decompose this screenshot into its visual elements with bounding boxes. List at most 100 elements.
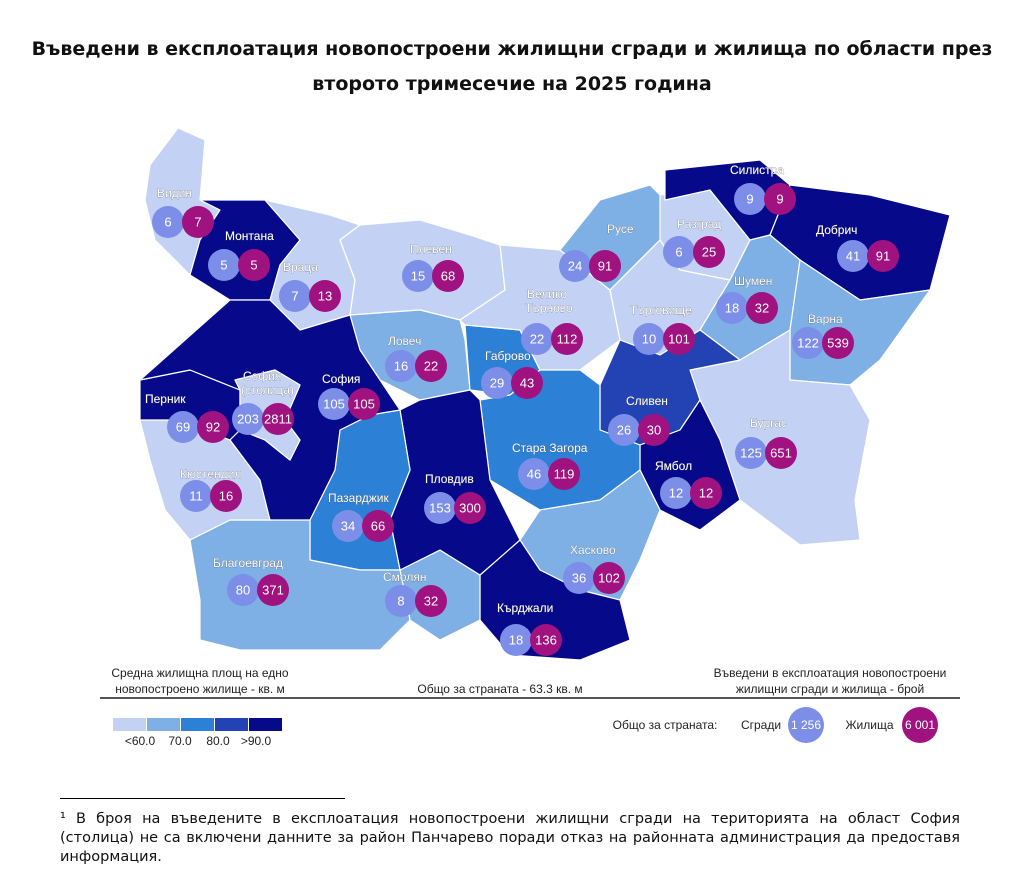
scale-swatch-gt90 [249, 718, 282, 731]
dwellings-count: 91 [598, 259, 612, 274]
dwellings-count: 651 [770, 446, 792, 461]
dwellings-circle [822, 327, 854, 359]
buildings-count: 36 [572, 571, 586, 586]
count-legend-title-line2: жилищни сгради и жилища - брой [735, 682, 925, 696]
buildings-count: 34 [341, 519, 355, 534]
dwellings-count: 22 [424, 359, 438, 374]
dwellings-count: 371 [262, 583, 284, 598]
scale-label: <60.0 [124, 734, 156, 748]
buildings-circle [232, 403, 264, 435]
buildings-count: 153 [429, 501, 451, 516]
dwellings-count: 7 [194, 215, 201, 230]
dwellings-circle [638, 414, 670, 446]
buildings-circle [167, 411, 199, 443]
buildings-count: 7 [291, 289, 298, 304]
buildings-circle [279, 280, 311, 312]
scale-label: >90.0 [240, 734, 272, 748]
dwellings-circle [511, 367, 543, 399]
buildings-count: 125 [740, 446, 762, 461]
scale-swatch-c70 [147, 718, 180, 731]
buildings-count: 80 [236, 583, 250, 598]
buildings-circle [227, 574, 259, 606]
buildings-circle [318, 388, 350, 420]
buildings-count: 105 [323, 397, 345, 412]
region-label: Кюстендил [180, 467, 241, 481]
buildings-count: 18 [509, 633, 523, 648]
dwellings-circle [454, 492, 486, 524]
buildings-count: 26 [617, 423, 631, 438]
region-label: Сливен [626, 394, 668, 408]
buildings-circle [208, 249, 240, 281]
legend-divider [100, 697, 960, 699]
region-label: Благоевград [213, 556, 283, 570]
buildings-count: 203 [237, 412, 259, 427]
region-label: Стара Загора [512, 441, 588, 455]
buildings-circle [608, 414, 640, 446]
dwellings-circle [432, 260, 464, 292]
area-legend-title-line1: Средна жилищна площ на едно [111, 666, 289, 680]
region-label: Враца [283, 260, 318, 274]
dwellings-count: 32 [424, 594, 438, 609]
dwellings-count: 16 [219, 489, 233, 504]
region-label: Добрич [816, 223, 857, 237]
buildings-circle [481, 367, 513, 399]
region-label: Търговище [630, 303, 692, 317]
dwellings-label: Жилища [845, 718, 894, 732]
dwellings-circle [551, 323, 583, 355]
buildings-circle [734, 183, 766, 215]
dwellings-count: 91 [876, 249, 890, 264]
buildings-circle [518, 458, 550, 490]
buildings-circle [663, 236, 695, 268]
scale-label: 80.0 [206, 734, 230, 748]
dwellings-circle [589, 250, 621, 282]
dwellings-circle [548, 458, 580, 490]
buildings-count: 6 [675, 245, 682, 260]
region-label: Разград [677, 217, 721, 231]
buildings-circle [500, 624, 532, 656]
dwellings-circle [746, 292, 778, 324]
dwellings-count: 102 [598, 571, 620, 586]
region-label: Шумен [734, 274, 772, 288]
buildings-circle [332, 510, 364, 542]
dwellings-count: 136 [535, 633, 557, 648]
dwellings-count: 13 [318, 289, 332, 304]
region-label: Перник [145, 392, 186, 406]
buildings-circle [424, 492, 456, 524]
national-average-area: Общо за страната - 63.3 кв. м [417, 682, 583, 696]
dwellings-count: 300 [459, 501, 481, 516]
buildings-circle [402, 260, 434, 292]
dwellings-circle [262, 403, 294, 435]
buildings-count: 41 [846, 249, 860, 264]
dwellings-circle [415, 585, 447, 617]
buildings-label: Сгради [740, 718, 782, 732]
buildings-circle [837, 240, 869, 272]
map-title: Въведени в експлоатация новопостроени жи… [31, 38, 993, 95]
dwellings-circle [348, 388, 380, 420]
dwellings-circle [362, 510, 394, 542]
buildings-count: 29 [490, 376, 504, 391]
dwellings-count: 92 [206, 420, 220, 435]
dwellings-circle [257, 574, 289, 606]
dwellings-circle [593, 562, 625, 594]
region-label: Смолян [383, 570, 426, 584]
buildings-count: 69 [176, 420, 190, 435]
dwellings-count: 68 [441, 269, 455, 284]
buildings-total-circle: 1 256 [788, 707, 824, 743]
dwellings-circle [210, 480, 242, 512]
buildings-circle [559, 250, 591, 282]
dwellings-count: 101 [668, 332, 690, 347]
dwellings-circle [867, 240, 899, 272]
buildings-count: 10 [642, 332, 656, 347]
region-label: Силистра [730, 163, 784, 177]
region-label: Пазарджик [328, 491, 389, 505]
dwellings-count: 66 [371, 519, 385, 534]
scale-label: 70.0 [168, 734, 192, 748]
region-label: Бургас [750, 416, 787, 430]
dwellings-circle [415, 350, 447, 382]
dwellings-count: 43 [520, 376, 534, 391]
buildings-circle [385, 585, 417, 617]
region-label: Ловеч [388, 334, 421, 348]
region-label: Велико Търново [525, 287, 573, 315]
buildings-count: 9 [746, 192, 753, 207]
